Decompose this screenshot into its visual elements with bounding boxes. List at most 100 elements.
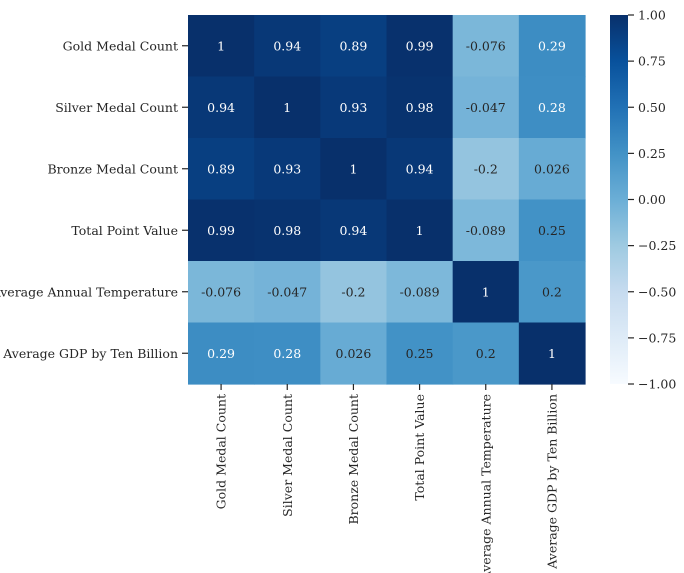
cell-value-label: 0.026 xyxy=(534,161,570,176)
cell-value-label: 1 xyxy=(217,38,225,53)
x-tick-label: Average GDP by Ten Billion xyxy=(544,394,559,570)
heatmap-cell xyxy=(452,261,520,324)
x-tick-label: Silver Medal Count xyxy=(280,394,295,517)
cell-value-label: 1 xyxy=(349,161,357,176)
heatmap-cell xyxy=(254,199,321,262)
cell-value-label: 0.94 xyxy=(207,100,235,115)
colorbar-tick-label: −1.00 xyxy=(638,377,676,392)
x-axis: Gold Medal Count Silver Medal Count Bronze… xyxy=(214,384,559,573)
cell-value-label: -0.2 xyxy=(474,161,498,176)
y-tick-label: Gold Medal Count xyxy=(63,38,178,53)
x-tick-label: Bronze Medal Count xyxy=(346,394,361,525)
cell-value-label: -0.089 xyxy=(400,284,440,299)
heatmap-cell xyxy=(188,199,255,262)
heatmap-cell xyxy=(518,15,586,78)
cell-value-label: -0.047 xyxy=(267,284,307,299)
cell-value-label: 1 xyxy=(548,346,556,361)
colorbar-tick-label: 0.75 xyxy=(638,54,666,69)
cell-value-label: 0.25 xyxy=(538,223,566,238)
cell-value-label: 0.28 xyxy=(273,346,301,361)
heatmap-cell xyxy=(254,322,321,385)
y-tick-label: Average GDP by Ten Billion xyxy=(2,346,178,361)
cell-value-label: -0.089 xyxy=(466,223,506,238)
cell-value-label: 1 xyxy=(482,284,490,299)
heatmap-cell xyxy=(386,15,454,78)
heatmap-cell xyxy=(320,199,388,262)
colorbar-tick-label: 0.00 xyxy=(638,192,666,207)
heatmap-cell xyxy=(320,15,388,78)
cell-value-label: 0.99 xyxy=(406,38,434,53)
heatmap-cell xyxy=(452,15,520,78)
cell-value-label: 0.28 xyxy=(538,100,566,115)
heatmap-cell xyxy=(518,261,586,324)
heatmap-cell xyxy=(188,76,255,139)
heatmap-cell xyxy=(320,261,388,324)
cell-value-label: 0.29 xyxy=(538,38,566,53)
x-tick-label: Average Annual Temperature xyxy=(478,394,493,573)
y-tick-label: Silver Medal Count xyxy=(55,100,178,115)
heatmap-cell xyxy=(518,138,586,201)
heatmap-cell xyxy=(254,76,321,139)
heatmap-cell xyxy=(386,261,454,324)
heatmap-cell xyxy=(254,15,321,78)
y-axis: Gold Medal Count Silver Medal Count Bronze… xyxy=(0,38,188,361)
cell-value-label: 0.2 xyxy=(542,284,562,299)
cell-value-label: -0.076 xyxy=(466,38,506,53)
heatmap-cell xyxy=(254,261,321,324)
cell-value-label: 1 xyxy=(283,100,291,115)
colorbar: 1.00 0.75 0.50 0.25 0.00 −0.25 −0.50 −0.75 −1.00 xyxy=(610,8,676,392)
heatmap-cells xyxy=(188,15,586,385)
cell-value-label: 0.94 xyxy=(406,161,434,176)
cell-value-label: -0.2 xyxy=(341,284,365,299)
colorbar-tick-label: 1.00 xyxy=(638,8,666,23)
y-tick-label: Total Point Value xyxy=(71,223,178,238)
cell-value-label: 0.29 xyxy=(207,346,235,361)
heatmap-cell-labels: 1 0.94 0.89 0.99 -0.076 0.29 0.94 1 0.93 0.98 -0.0… xyxy=(201,38,570,361)
heatmap-cell xyxy=(320,138,388,201)
cell-value-label: 0.98 xyxy=(273,223,301,238)
colorbar-tick-label: −0.50 xyxy=(638,284,676,299)
heatmap-cell xyxy=(386,199,454,262)
heatmap-cell xyxy=(320,322,388,385)
heatmap-cell xyxy=(254,138,321,201)
heatmap-cell xyxy=(452,76,520,139)
cell-value-label: 0.89 xyxy=(339,38,367,53)
colorbar-tick-label: 0.50 xyxy=(638,100,666,115)
cell-value-label: 0.93 xyxy=(339,100,367,115)
cell-value-label: 0.2 xyxy=(476,346,496,361)
heatmap-cell xyxy=(386,138,454,201)
heatmap-cell xyxy=(320,76,388,139)
heatmap-cell xyxy=(452,138,520,201)
cell-value-label: -0.076 xyxy=(201,284,241,299)
x-tick-label: Total Point Value xyxy=(412,394,427,501)
cell-value-label: 0.94 xyxy=(273,38,301,53)
heatmap-cell xyxy=(188,261,255,324)
heatmap-cell xyxy=(452,322,520,385)
cell-value-label: 0.99 xyxy=(207,223,235,238)
heatmap-cell xyxy=(188,15,255,78)
cell-value-label: 0.93 xyxy=(273,161,301,176)
heatmap-cell xyxy=(452,199,520,262)
cell-value-label: -0.047 xyxy=(466,100,506,115)
colorbar-tick-label: −0.25 xyxy=(638,238,676,253)
heatmap-cell xyxy=(188,138,255,201)
y-tick-label: Bronze Medal Count xyxy=(47,161,178,176)
y-tick-label: Average Annual Temperature xyxy=(0,284,178,299)
colorbar-tick-label: −0.75 xyxy=(638,330,676,345)
heatmap-cell xyxy=(386,322,454,385)
cell-value-label: 0.026 xyxy=(336,346,372,361)
x-tick-label: Gold Medal Count xyxy=(214,394,229,509)
cell-value-label: 0.25 xyxy=(406,346,434,361)
colorbar-gradient xyxy=(610,15,628,384)
heatmap-cell xyxy=(518,76,586,139)
heatmap-cell xyxy=(518,322,586,385)
heatmap-cell xyxy=(518,199,586,262)
heatmap-cell xyxy=(386,76,454,139)
cell-value-label: 0.94 xyxy=(339,223,367,238)
heatmap-cell xyxy=(188,322,255,385)
cell-value-label: 0.98 xyxy=(406,100,434,115)
cell-value-label: 0.89 xyxy=(207,161,235,176)
colorbar-tick-label: 0.25 xyxy=(638,146,666,161)
cell-value-label: 1 xyxy=(416,223,424,238)
